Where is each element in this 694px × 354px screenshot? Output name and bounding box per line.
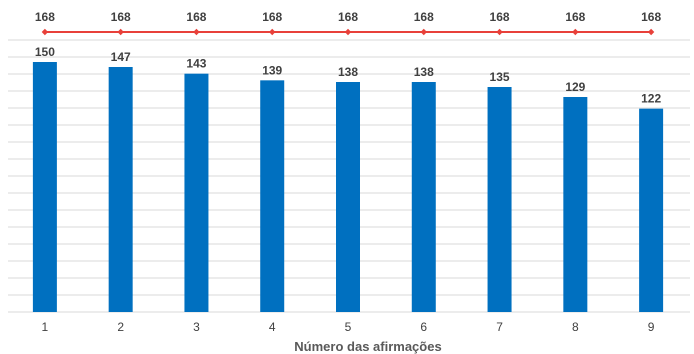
- line-point: [193, 28, 200, 36]
- x-tick-label: 2: [117, 320, 124, 334]
- line-point: [572, 28, 579, 36]
- bar: [563, 97, 588, 312]
- x-tick-label: 7: [496, 320, 503, 334]
- bar-value-label: 139: [262, 63, 282, 77]
- data-labels: 150 147 143 139 138 138 135 129 122 168 168 168 168 1…: [35, 10, 662, 106]
- line-point: [269, 28, 276, 36]
- bar-value-label: 147: [111, 50, 131, 64]
- bar: [108, 67, 133, 312]
- bar: [411, 82, 436, 312]
- line-value-label: 168: [35, 10, 55, 24]
- bar: [32, 62, 57, 312]
- line-value-label: 168: [490, 10, 510, 24]
- line-value-label: 168: [111, 10, 131, 24]
- line-value-label: 168: [565, 10, 585, 24]
- x-tick-label: 3: [193, 320, 200, 334]
- line-value-label: 168: [641, 10, 661, 24]
- x-tick-label: 6: [420, 320, 427, 334]
- line-value-label: 168: [338, 10, 358, 24]
- bar: [184, 73, 209, 313]
- bar-value-label: 129: [565, 80, 585, 94]
- x-tick-label: 9: [648, 320, 655, 334]
- line-point: [496, 28, 503, 36]
- bar-value-label: 122: [641, 92, 661, 106]
- line-point: [647, 28, 655, 36]
- x-tick-label: 5: [345, 320, 352, 334]
- x-axis-title: Número das afirmações: [294, 339, 441, 354]
- line-value-label: 168: [414, 10, 434, 24]
- line-value-label: 168: [262, 10, 282, 24]
- line-point: [41, 28, 49, 36]
- line-point: [420, 28, 427, 36]
- bar-value-label: 138: [414, 65, 434, 79]
- line-value-label: 168: [186, 10, 206, 24]
- line-series: [41, 28, 655, 36]
- bar-value-label: 138: [338, 65, 358, 79]
- bar: [336, 82, 360, 312]
- x-tick-label: 1: [42, 320, 49, 334]
- bar: [487, 87, 512, 312]
- bar: [639, 108, 664, 313]
- x-tick-label: 4: [269, 320, 276, 334]
- x-tick-labels: 1 2 3 4 5 6 7 8 9: [42, 320, 655, 334]
- line-point: [344, 28, 352, 36]
- bar: [260, 80, 285, 312]
- line-point: [117, 28, 124, 36]
- bar-series: [32, 62, 664, 313]
- bar-value-label: 135: [490, 70, 510, 84]
- x-tick-label: 8: [572, 320, 579, 334]
- bar-value-label: 143: [186, 57, 206, 71]
- bar-value-label: 150: [35, 45, 55, 59]
